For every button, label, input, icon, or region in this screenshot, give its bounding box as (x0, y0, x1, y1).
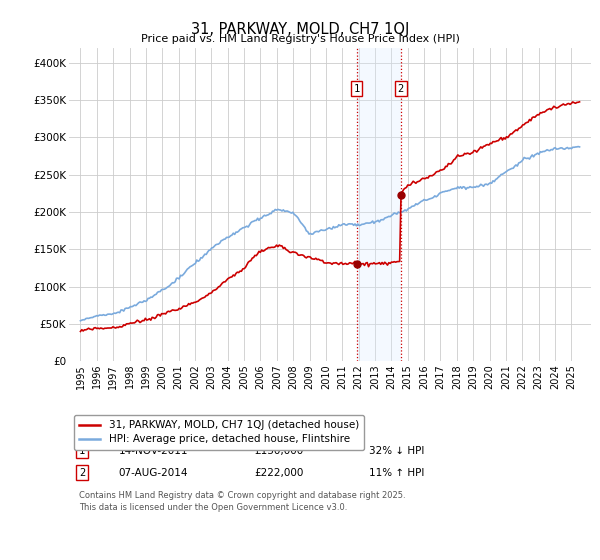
Text: 11% ↑ HPI: 11% ↑ HPI (369, 468, 425, 478)
Text: Price paid vs. HM Land Registry's House Price Index (HPI): Price paid vs. HM Land Registry's House … (140, 34, 460, 44)
Text: 31, PARKWAY, MOLD, CH7 1QJ: 31, PARKWAY, MOLD, CH7 1QJ (191, 22, 409, 38)
Text: 1: 1 (79, 446, 85, 456)
Text: 32% ↓ HPI: 32% ↓ HPI (369, 446, 425, 456)
Text: 1: 1 (353, 83, 359, 94)
Text: 07-AUG-2014: 07-AUG-2014 (119, 468, 188, 478)
Text: 2: 2 (79, 468, 85, 478)
Text: 14-NOV-2011: 14-NOV-2011 (119, 446, 188, 456)
Legend: 31, PARKWAY, MOLD, CH7 1QJ (detached house), HPI: Average price, detached house,: 31, PARKWAY, MOLD, CH7 1QJ (detached hou… (74, 415, 364, 450)
Text: £130,000: £130,000 (254, 446, 304, 456)
Text: Contains HM Land Registry data © Crown copyright and database right 2025.
This d: Contains HM Land Registry data © Crown c… (79, 491, 406, 512)
Text: 2: 2 (398, 83, 404, 94)
Bar (356, 48, 401, 361)
Text: £222,000: £222,000 (254, 468, 304, 478)
